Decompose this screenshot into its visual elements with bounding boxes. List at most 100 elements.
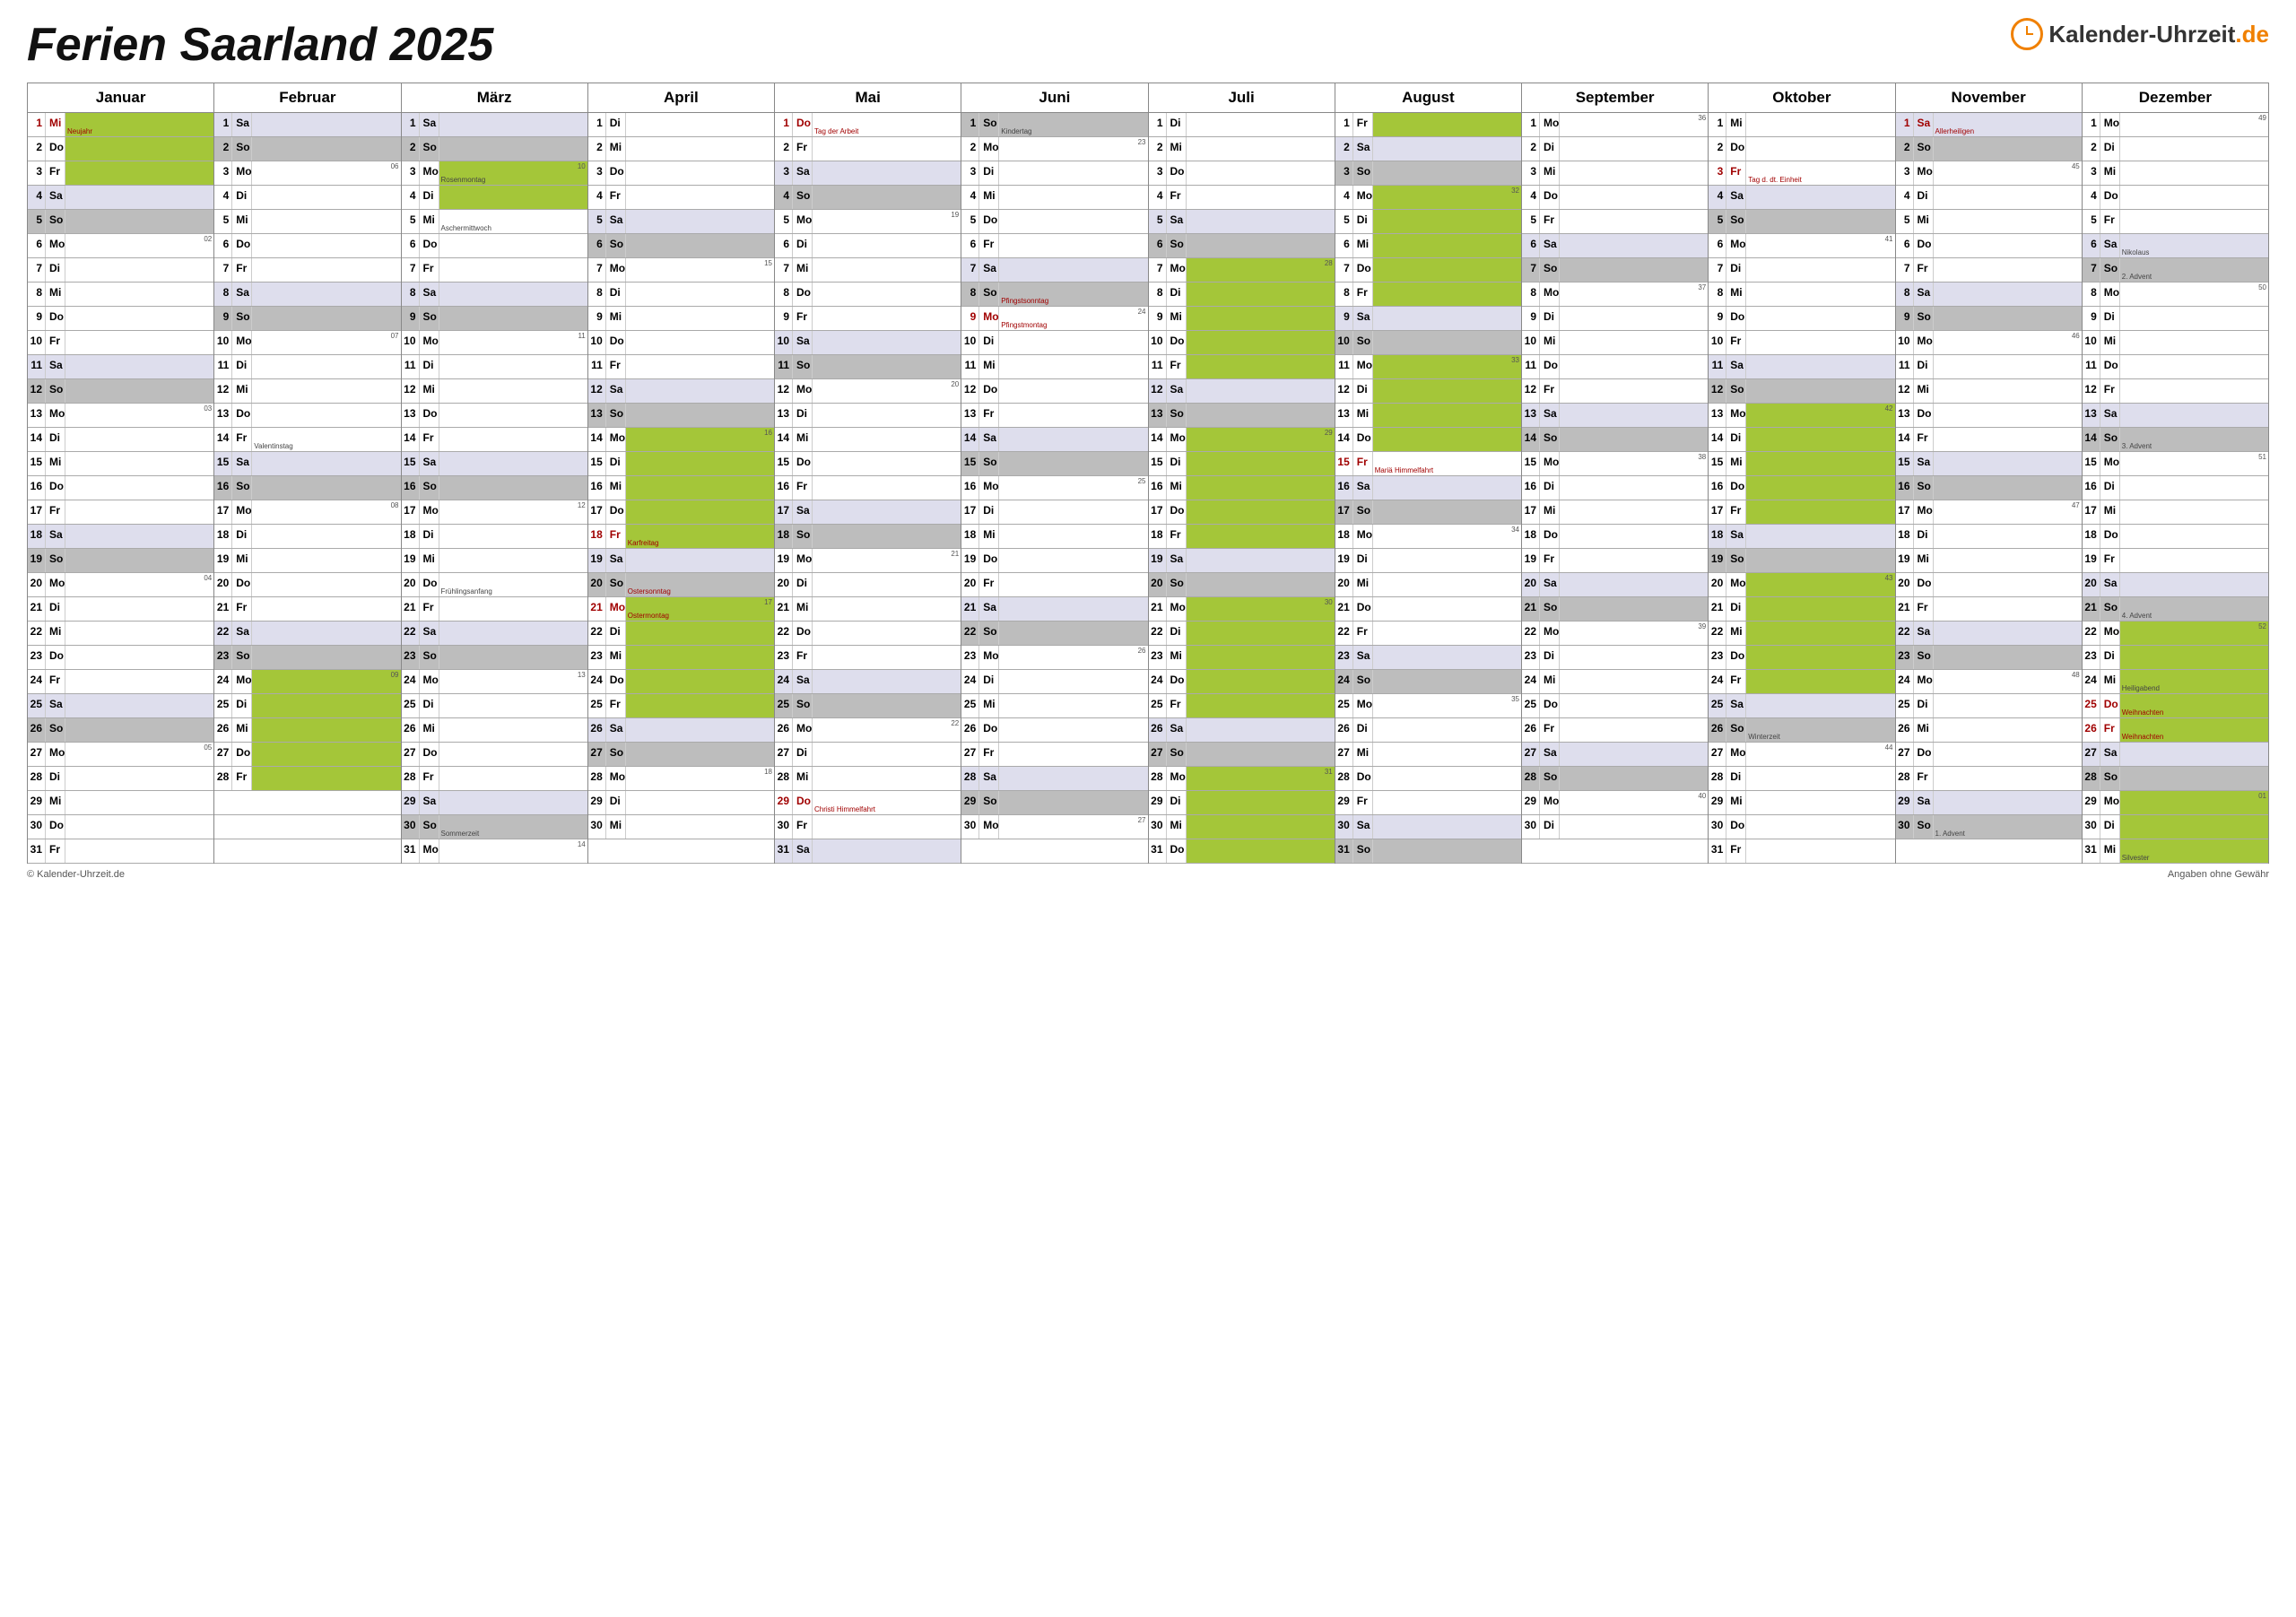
day-number: 16 — [1522, 476, 1540, 500]
day-note — [1373, 283, 1521, 306]
day-weekday: Do — [1167, 839, 1187, 863]
day-weekday: Fr — [1540, 379, 1560, 403]
day-row: 13Do — [402, 404, 587, 428]
day-weekday: Mi — [606, 476, 626, 500]
day-row: 13Sa — [1522, 404, 1708, 428]
week-number: 01 — [2258, 792, 2266, 800]
day-weekday: Do — [232, 234, 252, 257]
day-number: 6 — [2083, 234, 2100, 257]
day-number: 30 — [28, 815, 46, 839]
week-number: 08 — [391, 501, 399, 509]
day-weekday: So — [1167, 743, 1187, 766]
day-number: 29 — [2083, 791, 2100, 814]
day-weekday: Sa — [979, 767, 999, 790]
day-row: 21Fr — [214, 597, 400, 622]
day-number: 1 — [2083, 113, 2100, 136]
day-note — [252, 573, 400, 596]
day-number: 30 — [1522, 815, 1540, 839]
day-row: 5Mi — [214, 210, 400, 234]
day-note — [1560, 379, 1708, 403]
day-row: 8Sa — [214, 283, 400, 307]
day-note — [1746, 791, 1894, 814]
day-weekday: Mi — [979, 694, 999, 717]
day-row: 12Di — [1335, 379, 1521, 404]
day-number: 5 — [1149, 210, 1167, 233]
day-row: 29Fr — [1335, 791, 1521, 815]
day-note — [626, 379, 774, 403]
day-row: 31So — [1335, 839, 1521, 864]
day-note — [813, 500, 961, 524]
day-note — [252, 137, 400, 161]
day-row: 2Di — [2083, 137, 2268, 161]
day-row: 11Fr — [1149, 355, 1335, 379]
day-weekday: Do — [1726, 137, 1746, 161]
day-row: 6So — [1149, 234, 1335, 258]
day-note: Tag d. dt. Einheit — [1746, 161, 1894, 185]
day-number: 29 — [1522, 791, 1540, 814]
day-weekday: Fr — [232, 258, 252, 282]
day-weekday: So — [232, 307, 252, 330]
day-row: 26Sa — [588, 718, 774, 743]
day-row: 26Mo22 — [775, 718, 961, 743]
day-note — [1187, 113, 1335, 136]
day-row: 27So — [1149, 743, 1335, 767]
day-note — [1746, 767, 1894, 790]
day-weekday: Mi — [2100, 839, 2120, 863]
day-note — [65, 549, 213, 572]
day-number: 8 — [588, 283, 606, 306]
day-weekday: So — [793, 525, 813, 548]
day-row: 30Fr — [775, 815, 961, 839]
day-note — [65, 622, 213, 645]
day-weekday: So — [606, 234, 626, 257]
day-weekday: Mo — [1540, 283, 1560, 306]
week-number: 37 — [1698, 283, 1706, 291]
day-note — [626, 186, 774, 209]
day-row: 28Mo18 — [588, 767, 774, 791]
day-note — [1746, 694, 1894, 717]
day-number: 11 — [1709, 355, 1726, 378]
day-number: 1 — [1149, 113, 1167, 136]
day-number: 24 — [1896, 670, 1914, 693]
day-row: 31Do — [1149, 839, 1335, 864]
day-number: 15 — [214, 452, 232, 475]
day-number: 14 — [1335, 428, 1353, 451]
day-note — [252, 210, 400, 233]
day-number: 5 — [588, 210, 606, 233]
month-header: Juni — [961, 83, 1148, 113]
day-weekday: Mi — [1726, 283, 1746, 306]
day-note — [2120, 307, 2268, 330]
day-note — [813, 355, 961, 378]
day-row: 27Sa — [2083, 743, 2268, 767]
day-note — [1187, 791, 1335, 814]
day-row: 21Fr — [1896, 597, 2082, 622]
day-weekday: Mi — [2100, 670, 2120, 693]
day-weekday: Mo — [232, 161, 252, 185]
day-number: 24 — [588, 670, 606, 693]
day-weekday: So — [420, 476, 439, 500]
day-note: Mariä Himmelfahrt — [1373, 452, 1521, 475]
day-number: 6 — [588, 234, 606, 257]
calendar-grid: JanuarFebruarMärzAprilMaiJuniJuliAugustS… — [27, 83, 2269, 864]
day-number: 6 — [1149, 234, 1167, 257]
day-number: 18 — [588, 525, 606, 548]
day-row: 14Di — [28, 428, 213, 452]
day-number: 16 — [1335, 476, 1353, 500]
day-weekday: Do — [1726, 815, 1746, 839]
day-row: 26SoWinterzeit — [1709, 718, 1894, 743]
day-weekday: Do — [979, 549, 999, 572]
day-row: 27Do — [214, 743, 400, 767]
day-number: 3 — [588, 161, 606, 185]
day-note — [65, 791, 213, 814]
day-note — [1746, 428, 1894, 451]
day-number: 22 — [1335, 622, 1353, 645]
day-note — [65, 694, 213, 717]
day-number: 22 — [1709, 622, 1726, 645]
day-weekday: Do — [1726, 476, 1746, 500]
day-row: 17Fr — [1709, 500, 1894, 525]
day-note — [1187, 379, 1335, 403]
day-note — [65, 646, 213, 669]
day-number: 17 — [588, 500, 606, 524]
day-number: 23 — [1896, 646, 1914, 669]
month-column: 1Mo492Di3Mi4Do5Fr6SaNikolaus7So2. Advent… — [2083, 113, 2269, 864]
day-note: 2. Advent — [2120, 258, 2268, 282]
